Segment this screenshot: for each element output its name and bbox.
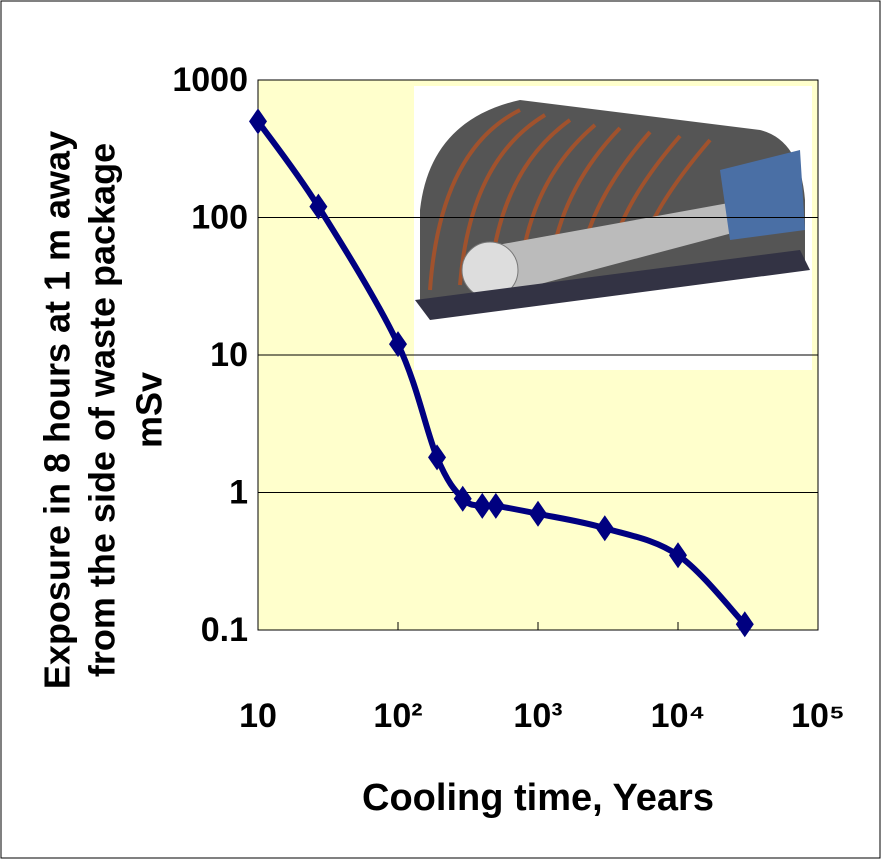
x-tick-label: 10⁵ xyxy=(791,697,845,735)
y-tick-label: 10 xyxy=(210,336,248,374)
invert xyxy=(415,250,810,320)
y-axis-title: mSv xyxy=(129,372,170,448)
x-tick-label: 10 xyxy=(239,697,277,735)
x-tick-label: 10³ xyxy=(513,697,562,735)
x-tick-label: 10⁴ xyxy=(651,697,706,735)
y-axis-title: Exposure in 8 hours at 1 m away xyxy=(37,131,78,689)
y-tick-label: 0.1 xyxy=(201,611,248,649)
inset-image xyxy=(414,86,812,370)
data-point xyxy=(249,108,267,135)
y-tick-label: 1 xyxy=(229,473,248,511)
y-axis-title: from the side of waste package xyxy=(82,143,123,677)
data-point xyxy=(389,331,407,358)
data-point xyxy=(473,492,492,519)
data-point xyxy=(309,193,328,220)
data-point xyxy=(595,515,614,542)
x-axis-title: Cooling time, Years xyxy=(362,777,714,819)
data-point xyxy=(453,485,472,512)
y-tick-label: 1000 xyxy=(172,61,248,99)
data-point xyxy=(735,611,754,638)
data-point xyxy=(428,444,447,471)
tunnel-ribs xyxy=(428,108,712,291)
data-point xyxy=(529,500,547,527)
y-tick-label: 100 xyxy=(191,198,248,236)
x-tick-label: 10² xyxy=(373,697,422,735)
data-point xyxy=(669,542,687,569)
data-point xyxy=(486,492,505,519)
